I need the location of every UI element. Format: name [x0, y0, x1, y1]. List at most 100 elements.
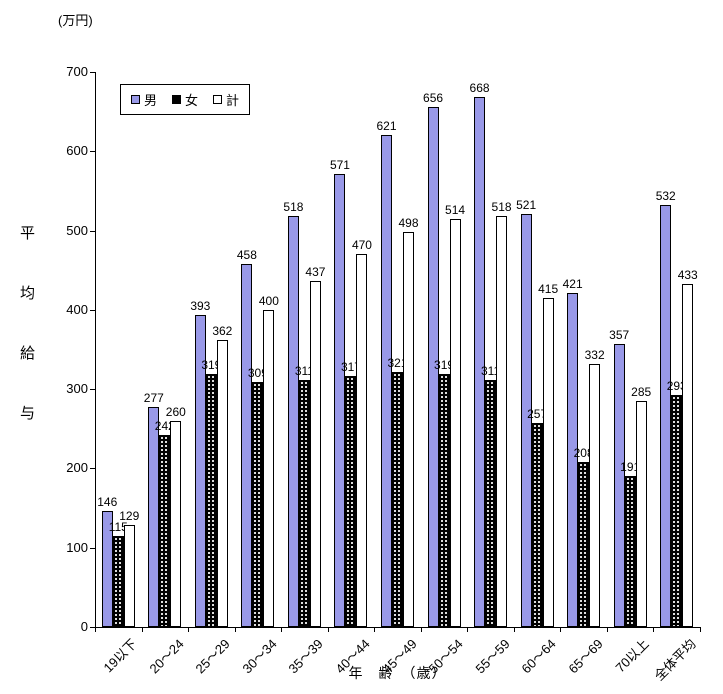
bar-total-1 [170, 421, 182, 627]
bar-total-6 [403, 232, 414, 627]
x-tick-mark [328, 628, 329, 632]
x-tick-mark [142, 628, 143, 632]
bar-value-label: 532 [655, 189, 676, 203]
x-tick-mark [467, 628, 468, 632]
bar-male-12 [660, 205, 672, 627]
x-tick-mark [560, 628, 561, 632]
y-axis-title-char: 与 [20, 405, 36, 422]
bar-female-8 [485, 380, 497, 627]
bar-male-10 [567, 293, 579, 627]
bar-male-1 [148, 407, 160, 627]
y-tick-mark [90, 548, 95, 549]
legend-label-total: 計 [226, 93, 240, 108]
y-tick-label: 600 [66, 143, 88, 158]
bar-value-label: 311 [294, 364, 314, 378]
bar-total-2 [216, 340, 228, 627]
bar-total-5 [356, 254, 368, 627]
x-tick-mark [374, 628, 375, 632]
bar-value-label: 319 [434, 358, 455, 372]
y-tick-mark [90, 231, 95, 232]
y-axis-title-char: 給 [20, 345, 36, 362]
y-tick-mark [90, 468, 95, 469]
x-tick-mark [700, 628, 701, 632]
bar-value-label: 129 [119, 509, 140, 523]
bar-value-label: 571 [329, 158, 350, 172]
bar-value-label: 293 [666, 379, 687, 393]
bar-value-label: 470 [351, 238, 372, 252]
bar-female-2 [205, 374, 217, 627]
bar-total-9 [542, 298, 554, 627]
y-tick-label: 0 [80, 619, 88, 634]
bar-male-7 [427, 107, 439, 627]
bar-female-3 [252, 382, 264, 627]
bar-value-label: 260 [165, 405, 186, 419]
y-axis-title: 平均給与 [20, 226, 35, 421]
male-series-swatch [131, 95, 140, 104]
bar-total-8 [496, 216, 508, 627]
y-axis-line [95, 72, 96, 628]
x-tick-mark [514, 628, 515, 632]
bar-value-label: 357 [609, 328, 630, 342]
bar-value-label: 146 [97, 495, 118, 509]
bar-value-label: 656 [423, 91, 444, 105]
bar-value-label: 309 [247, 366, 268, 380]
bar-male-9 [520, 214, 532, 627]
legend: 男 女 計 [120, 84, 251, 115]
x-tick-mark [188, 628, 189, 632]
bar-value-label: 621 [376, 119, 397, 133]
legend-item-male: 男 [131, 90, 157, 109]
bar-value-label: 208 [573, 446, 594, 460]
bar-total-11 [635, 401, 647, 627]
bar-value-label: 518 [283, 200, 304, 214]
bar-value-label: 518 [491, 200, 512, 214]
bar-value-label: 400 [258, 294, 279, 308]
y-tick-mark [90, 151, 95, 152]
x-tick-mark [95, 628, 96, 632]
bar-value-label: 332 [584, 348, 605, 362]
legend-label-male: 男 [144, 93, 158, 108]
bar-female-4 [298, 380, 310, 627]
y-axis-title-char: 平 [20, 225, 36, 242]
bar-value-label: 362 [212, 324, 233, 338]
bar-female-12 [671, 395, 683, 627]
bar-value-label: 433 [677, 268, 698, 282]
bar-male-5 [334, 174, 346, 627]
y-tick-mark [90, 389, 95, 390]
bar-value-label: 415 [538, 282, 559, 296]
legend-item-female: 女 [172, 90, 198, 109]
y-tick-label: 200 [66, 460, 88, 475]
bar-value-label: 393 [190, 299, 211, 313]
bar-value-label: 421 [562, 277, 583, 291]
y-tick-mark [90, 627, 95, 628]
bar-value-label: 242 [154, 419, 175, 433]
bar-male-0 [101, 511, 113, 627]
bar-total-12 [682, 284, 694, 627]
female-series-swatch [172, 95, 182, 104]
bar-total-10 [589, 364, 601, 627]
bar-female-6 [392, 372, 403, 627]
bar-total-4 [309, 281, 321, 627]
x-tick-mark [653, 628, 654, 632]
bar-male-3 [241, 264, 253, 627]
x-tick-mark [607, 628, 608, 632]
bar-value-label: 668 [469, 81, 490, 95]
bar-value-label: 115 [108, 520, 128, 534]
bar-total-7 [449, 219, 461, 627]
bar-value-label: 498 [398, 216, 419, 230]
x-axis-line [95, 627, 701, 628]
y-tick-mark [90, 310, 95, 311]
x-tick-mark [281, 628, 282, 632]
bar-female-0 [112, 536, 124, 627]
y-axis-unit-label: (万円) [58, 13, 93, 28]
bar-value-label: 514 [445, 203, 466, 217]
bar-male-6 [381, 135, 392, 627]
bar-total-0 [123, 525, 135, 627]
bar-value-label: 319 [201, 358, 222, 372]
bar-value-label: 437 [305, 265, 326, 279]
bar-female-1 [159, 435, 171, 627]
x-axis-title: 年 齢 （歳） [348, 665, 447, 681]
bar-female-7 [438, 374, 450, 627]
bar-female-9 [531, 423, 543, 627]
y-tick-mark [90, 72, 95, 73]
total-series-swatch [213, 95, 223, 104]
